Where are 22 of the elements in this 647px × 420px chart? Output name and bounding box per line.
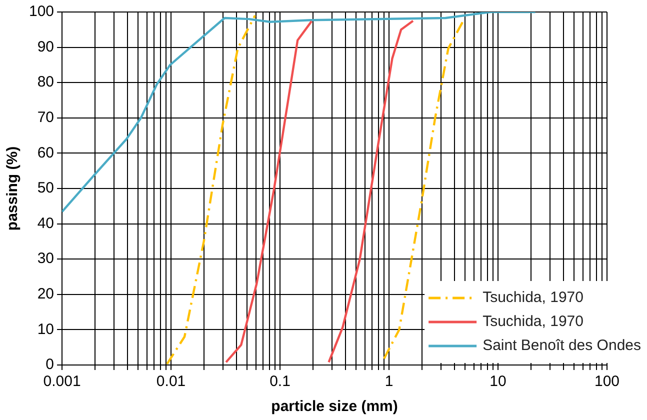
y-tick-label: 20 [37,286,54,303]
y-tick-label: 10 [37,320,54,338]
x-axis-title: particle size (mm) [271,398,398,416]
y-tick-label: 70 [37,109,54,126]
y-tick-label: 40 [37,214,54,232]
legend-label: Tsuchida, 1970 [482,289,584,306]
y-tick-label: 30 [37,250,54,268]
y-axis-title: passing (%) [4,146,22,231]
x-tick-label: 0.001 [43,373,81,390]
y-tick-label: 60 [37,144,54,162]
x-tick-label: 0.01 [156,373,186,390]
y-tick-label: 90 [37,38,54,56]
y-tick-label: 100 [28,3,54,20]
x-tick-label: 10 [490,373,506,390]
x-tick-label: 0.1 [270,373,290,390]
x-tick-label: 1 [384,373,394,390]
y-tick-label: 80 [37,74,54,91]
y-tick-label: 50 [37,180,54,197]
y-tick-label: 0 [46,356,54,374]
legend-label: Saint Benoît des Ondes [482,337,641,354]
legend-label: Tsuchida, 1970 [482,313,584,330]
x-tick-label: 100 [594,373,620,390]
